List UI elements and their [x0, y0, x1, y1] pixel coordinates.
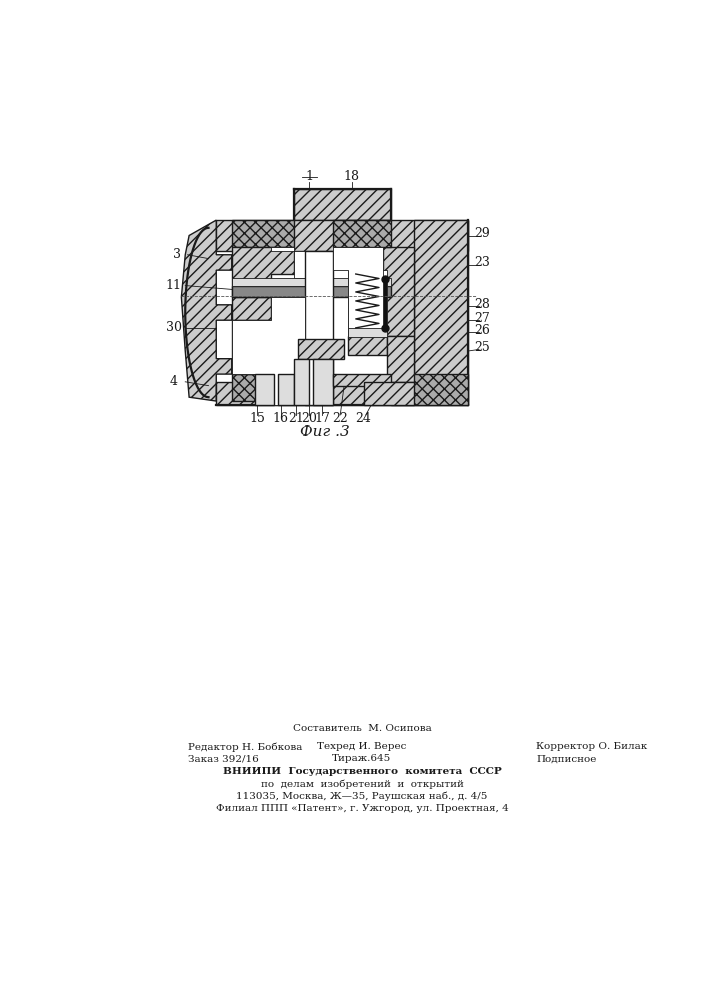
Polygon shape: [414, 220, 468, 382]
Polygon shape: [216, 382, 468, 405]
Polygon shape: [305, 251, 332, 405]
Text: 23: 23: [474, 256, 490, 269]
Text: 11: 11: [165, 279, 182, 292]
Polygon shape: [383, 247, 414, 336]
Polygon shape: [232, 320, 271, 359]
Polygon shape: [232, 247, 293, 297]
Polygon shape: [232, 297, 305, 405]
Text: 24: 24: [356, 412, 371, 425]
Polygon shape: [391, 374, 468, 405]
Text: 113035, Москва, Ж—35, Раушская наб., д. 4/5: 113035, Москва, Ж—35, Раушская наб., д. …: [236, 791, 488, 801]
Polygon shape: [182, 220, 232, 401]
Text: Заказ 392/16: Заказ 392/16: [187, 754, 258, 763]
Polygon shape: [348, 336, 387, 355]
Polygon shape: [298, 339, 344, 359]
Text: 4: 4: [170, 375, 177, 388]
Polygon shape: [232, 286, 391, 297]
Text: 18: 18: [344, 170, 360, 183]
Polygon shape: [293, 189, 391, 220]
Text: Корректор О. Билак: Корректор О. Билак: [537, 742, 648, 751]
Text: 30: 30: [165, 321, 182, 334]
Text: 26: 26: [474, 324, 490, 337]
Text: 21: 21: [288, 412, 304, 425]
Polygon shape: [332, 247, 383, 336]
Polygon shape: [232, 374, 293, 401]
Text: Фиг .3: Фиг .3: [300, 425, 350, 439]
Polygon shape: [332, 374, 391, 386]
Text: Редактор Н. Бобкова: Редактор Н. Бобкова: [187, 742, 302, 752]
Text: ВНИИПИ  Государственного  комитета  СССР: ВНИИПИ Государственного комитета СССР: [223, 767, 501, 776]
Text: Подписное: Подписное: [537, 754, 597, 763]
Polygon shape: [332, 220, 391, 247]
Text: 27: 27: [474, 312, 490, 325]
Text: Техред И. Верес: Техред И. Верес: [317, 742, 407, 751]
Text: 22: 22: [332, 412, 348, 425]
Polygon shape: [232, 359, 271, 374]
Polygon shape: [313, 359, 332, 405]
Polygon shape: [293, 359, 309, 405]
Polygon shape: [271, 247, 329, 278]
Polygon shape: [232, 278, 391, 286]
Text: Филиал ППП «Патент», г. Ужгород, ул. Проектная, 4: Филиал ППП «Патент», г. Ужгород, ул. Про…: [216, 804, 508, 813]
Polygon shape: [363, 382, 414, 405]
Text: 15: 15: [250, 412, 265, 425]
Text: 17: 17: [315, 412, 330, 425]
Text: 1: 1: [305, 170, 313, 183]
Polygon shape: [232, 297, 271, 320]
Text: 3: 3: [173, 248, 182, 261]
Text: 25: 25: [474, 341, 490, 354]
Text: 29: 29: [474, 227, 490, 240]
Text: по  делам  изобретений  и  открытий: по делам изобретений и открытий: [260, 779, 463, 789]
Polygon shape: [216, 220, 468, 251]
Text: Составитель  М. Осипова: Составитель М. Осипова: [293, 724, 431, 733]
Text: Тираж.645: Тираж.645: [332, 754, 392, 763]
Text: 16: 16: [273, 412, 288, 425]
Polygon shape: [279, 374, 293, 405]
Text: 20: 20: [301, 412, 317, 425]
Polygon shape: [348, 328, 387, 337]
Polygon shape: [348, 270, 387, 332]
Text: 28: 28: [474, 298, 490, 311]
Polygon shape: [255, 374, 274, 405]
Polygon shape: [232, 220, 293, 247]
Polygon shape: [387, 336, 414, 382]
